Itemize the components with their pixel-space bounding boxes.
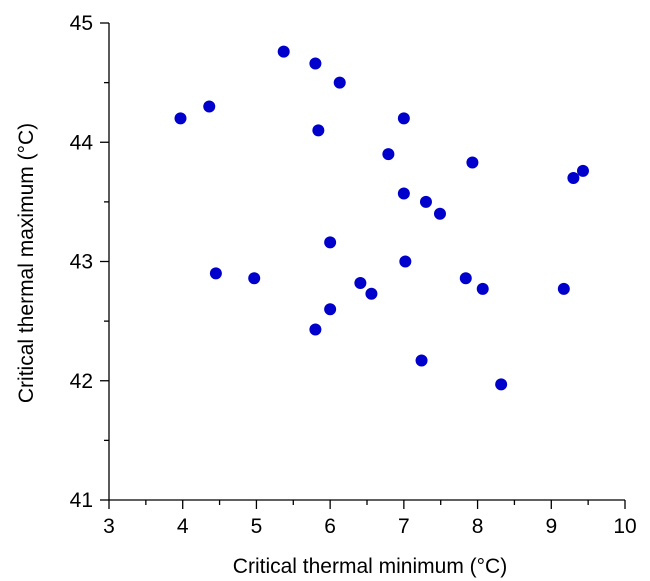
x-tick-label: 3: [103, 515, 115, 538]
data-point: [312, 124, 325, 137]
data-point: [354, 276, 367, 289]
x-tick-label: 6: [324, 515, 336, 538]
x-tick-label: 4: [177, 515, 189, 538]
data-point: [459, 272, 472, 285]
x-tick-label: 5: [251, 515, 263, 538]
y-tick-label: 41: [70, 489, 93, 512]
data-point: [495, 378, 508, 391]
data-point: [466, 156, 479, 169]
data-point: [209, 267, 222, 280]
data-point: [309, 323, 322, 336]
data-point: [324, 236, 337, 249]
data-point: [174, 112, 187, 125]
data-point: [433, 207, 446, 220]
data-point: [277, 45, 290, 58]
data-point: [415, 354, 428, 367]
data-point: [567, 172, 580, 185]
y-tick-label: 43: [70, 251, 93, 274]
data-point: [419, 195, 432, 208]
data-point: [248, 272, 261, 285]
data-point: [399, 255, 412, 268]
data-point: [476, 282, 489, 295]
data-point: [365, 287, 378, 300]
data-point: [397, 187, 410, 200]
data-point: [309, 57, 322, 70]
data-point: [576, 164, 589, 177]
data-point: [333, 76, 346, 89]
x-axis-title: Critical thermal minimum (°C): [233, 555, 507, 578]
y-tick-label: 42: [70, 370, 93, 393]
data-point: [557, 282, 570, 295]
data-point: [382, 148, 395, 161]
y-axis-title: Critical thermal maximum (°C): [15, 123, 38, 403]
data-point: [203, 100, 216, 113]
x-tick-label: 9: [545, 515, 557, 538]
y-tick-label: 44: [70, 131, 94, 154]
x-tick-label: 8: [472, 515, 484, 538]
y-tick-label: 45: [70, 12, 93, 35]
data-points: [174, 45, 589, 391]
x-tick-label: 7: [398, 515, 410, 538]
x-tick-label: 10: [613, 515, 636, 538]
data-point: [324, 303, 337, 316]
data-point: [397, 112, 410, 125]
